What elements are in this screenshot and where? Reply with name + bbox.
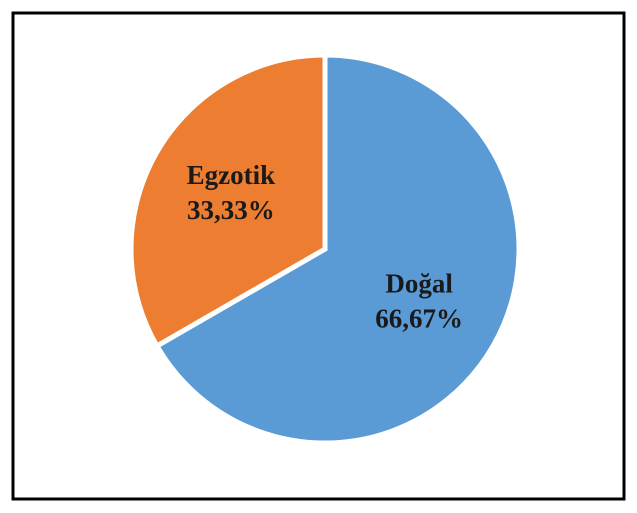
slice-value-label: 66,67% — [375, 304, 463, 334]
slice-category-label: Egzotik — [187, 160, 276, 190]
slice-value-label: 33,33% — [187, 195, 275, 225]
pie-slice — [128, 52, 328, 350]
slice-category-label: Doğal — [385, 269, 453, 299]
pie-slice — [153, 52, 522, 446]
